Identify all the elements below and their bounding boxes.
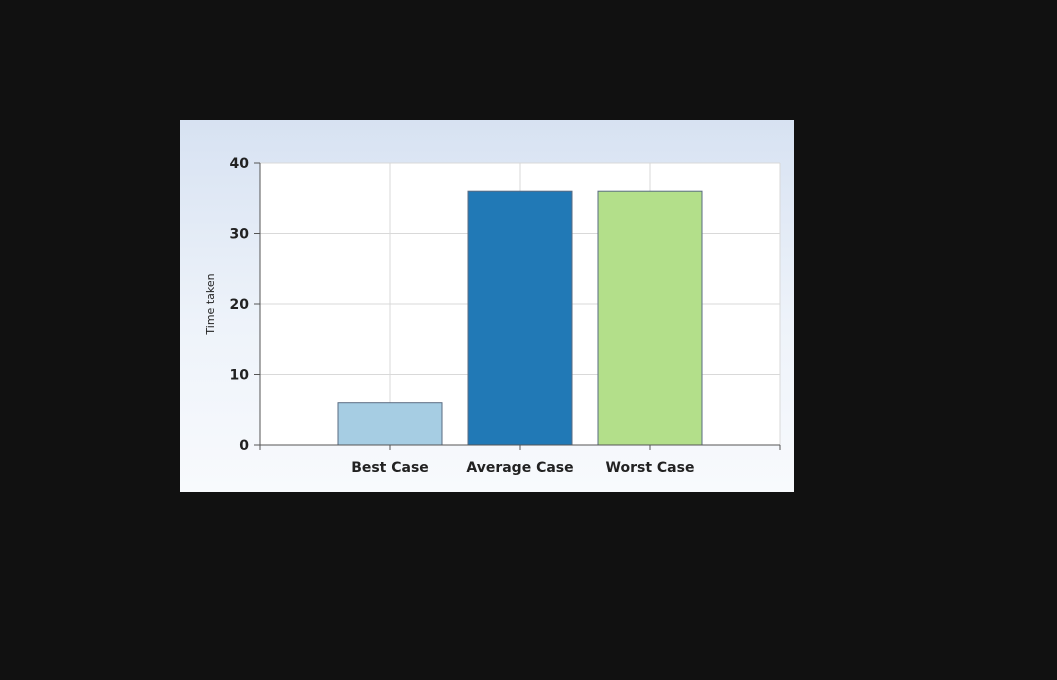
y-tick-label: 0	[239, 438, 249, 454]
x-category-label: Average Case	[466, 460, 573, 476]
y-tick-label: 30	[230, 227, 250, 243]
bar-best-case	[337, 402, 443, 446]
axis-labels: 0 10 20 30 40 Best Case Average Case Worst Case	[230, 156, 695, 476]
axes	[254, 162, 781, 450]
bars	[337, 190, 703, 446]
y-tick-label: 10	[230, 368, 250, 384]
x-category-label: Best Case	[351, 460, 429, 476]
x-category-label: Worst Case	[606, 460, 695, 476]
bar-worst-case	[597, 190, 703, 446]
chart-panel: 0 10 20 30 40 Best Case Average Case Worst Case…	[180, 120, 794, 492]
y-tick-label: 20	[230, 297, 250, 313]
bar-average-case	[467, 190, 573, 446]
bar-chart: 0 10 20 30 40 Best Case Average Case Worst Case…	[204, 156, 781, 476]
y-tick-label: 40	[230, 156, 250, 172]
y-axis-title: Time taken	[204, 273, 217, 335]
